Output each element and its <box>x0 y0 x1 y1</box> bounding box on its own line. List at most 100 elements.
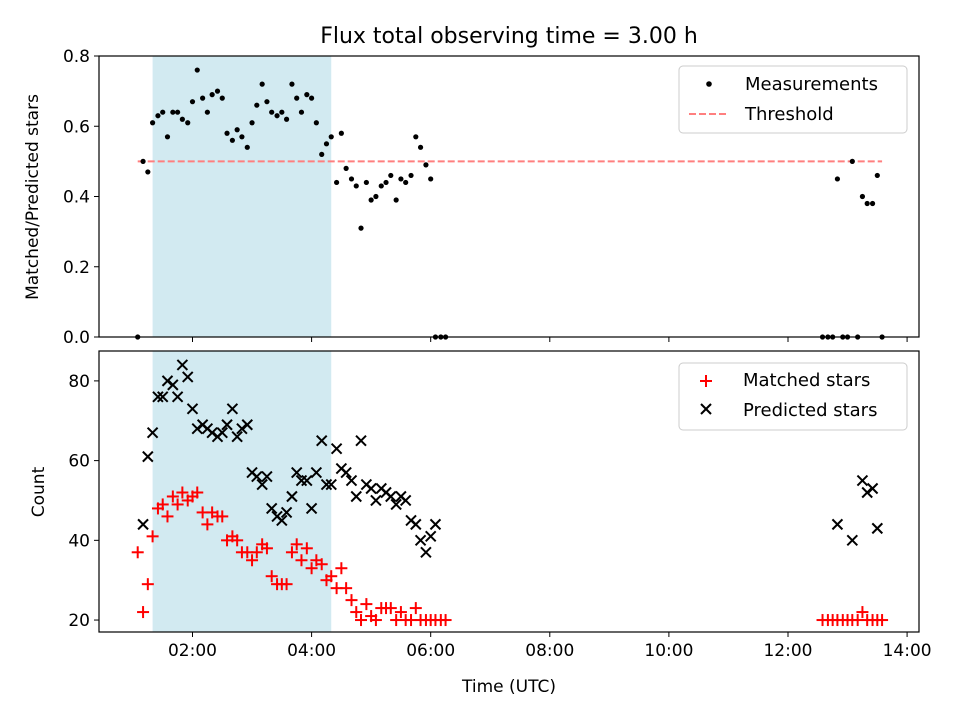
measurement-point <box>259 81 265 87</box>
x-tick-label: 08:00 <box>525 641 574 661</box>
y-tick-label: 0.2 <box>63 258 90 278</box>
measurement-point <box>264 99 270 105</box>
ratio-y-axis-label: Matched/Predicted stars <box>23 94 43 300</box>
ratio-legend: Measurements Threshold <box>678 65 908 134</box>
measurement-point <box>403 179 409 186</box>
predicted-star-marker <box>385 490 397 503</box>
y-tick-label: 20 <box>68 611 90 631</box>
y-tick-label: 0.6 <box>63 117 90 137</box>
x-tick-label: 10:00 <box>644 641 693 661</box>
matched-star-marker <box>265 570 278 583</box>
measurement-point <box>160 109 166 115</box>
predicted-star-marker <box>176 359 189 371</box>
x-tick-label: 12:00 <box>763 641 812 661</box>
measurement-point <box>304 92 310 98</box>
measurement-point <box>204 109 210 115</box>
predicted-star-marker <box>831 518 844 531</box>
measurement-point <box>378 183 384 189</box>
measurement-point <box>289 81 295 87</box>
measurement-point <box>145 169 151 175</box>
measurement-point <box>869 200 876 207</box>
measurement-point <box>194 67 200 73</box>
measurement-point <box>353 183 359 189</box>
predicted-star-marker <box>261 470 273 483</box>
predicted-star-marker <box>256 478 268 491</box>
matched-star-marker <box>201 518 214 531</box>
predicted-star-marker <box>365 482 377 495</box>
measurement-point <box>413 134 419 140</box>
predicted-star-marker <box>429 518 442 531</box>
predicted-star-marker <box>310 466 323 479</box>
matched-star-marker <box>137 606 150 619</box>
predicted-star-marker <box>290 466 303 479</box>
count-axes-frame <box>98 350 920 633</box>
predicted-star-marker <box>137 518 149 531</box>
matched-star-marker <box>166 490 179 503</box>
measurement-point <box>140 158 146 164</box>
measurement-point <box>170 109 176 115</box>
matched-star-marker <box>876 614 889 627</box>
predicted-star-marker <box>410 518 422 531</box>
measurement-point <box>254 102 260 108</box>
measurement-point <box>338 130 344 136</box>
y-tick-label: 0.4 <box>63 188 90 208</box>
measurement-point <box>417 144 424 150</box>
predicted-star-marker <box>330 442 343 455</box>
legend-matched-label: Matched stars <box>743 370 870 391</box>
predicted-star-marker <box>186 403 199 415</box>
predicted-star-marker <box>146 427 159 439</box>
predicted-star-marker <box>226 403 239 415</box>
measurement-point <box>214 88 221 94</box>
legend-measurements-label: Measurements <box>745 74 878 95</box>
measurement-point <box>368 197 374 203</box>
predicted-star-marker <box>265 502 278 515</box>
measurement-point <box>363 179 369 186</box>
ratio-axes-frame <box>98 55 920 338</box>
measurement-point <box>348 176 355 182</box>
predicted-star-marker <box>871 522 884 535</box>
measurement-point <box>323 141 330 147</box>
measurement-point <box>334 179 340 186</box>
measurement-point <box>373 193 379 200</box>
matched-star-marker <box>131 546 144 559</box>
x-tick-label: 06:00 <box>406 641 455 661</box>
y-tick-label: 40 <box>68 531 90 551</box>
predicted-star-marker <box>370 494 382 507</box>
predicted-star-marker <box>390 498 402 511</box>
measurement-point <box>249 120 255 126</box>
measurement-point <box>155 113 161 119</box>
matched-star-marker <box>384 602 397 615</box>
ratio-legend-box <box>678 65 908 134</box>
measurement-point <box>313 120 319 126</box>
measurement-point <box>244 144 250 150</box>
measurement-point <box>834 176 841 182</box>
matched-star-marker <box>315 558 328 571</box>
measurement-point <box>874 172 880 179</box>
predicted-star-marker <box>340 466 352 479</box>
matched-star-marker <box>285 546 298 559</box>
matched-star-marker <box>305 562 318 575</box>
matched-star-marker <box>340 582 353 595</box>
predicted-star-marker <box>856 474 869 487</box>
predicted-star-marker <box>216 427 228 439</box>
measurement-point <box>234 127 240 133</box>
measurement-point <box>274 113 280 119</box>
measurement-point <box>383 179 389 186</box>
count-panel: 20 40 60 80 02:00 04:00 06:00 08:00 10:00 12:00 14… <box>29 350 932 697</box>
predicted-star-marker <box>182 371 194 383</box>
measurement-point <box>423 162 429 168</box>
predicted-star-marker <box>221 419 233 431</box>
matched-star-marker <box>350 606 363 619</box>
measurement-point <box>408 172 414 179</box>
measurement-point <box>279 109 285 115</box>
predicted-star-marker <box>276 514 288 527</box>
legend-predicted-label: Predicted stars <box>743 400 877 421</box>
x-tick-label: 14:00 <box>883 641 932 661</box>
measurement-point <box>224 130 230 136</box>
predicted-star-marker <box>301 474 313 487</box>
predicted-star-marker <box>251 470 263 483</box>
matched-star-marker <box>161 510 174 523</box>
measurement-point <box>283 116 290 122</box>
measurement-point <box>343 165 349 171</box>
predicted-star-marker <box>414 534 427 547</box>
